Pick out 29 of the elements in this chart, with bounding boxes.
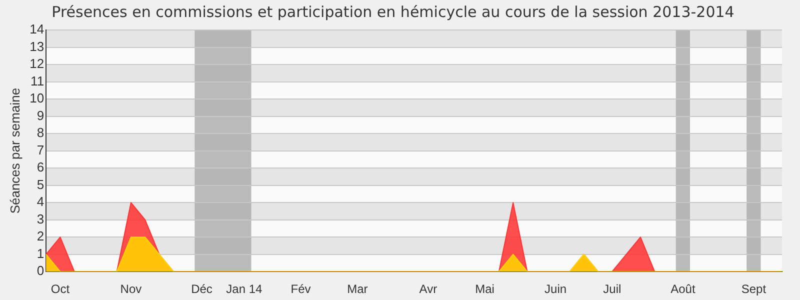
x-tick-label: Mai: [475, 282, 494, 296]
chart-title: Présences en commissions et participation en hémicycle au cours de la session 2013-2014: [52, 2, 734, 21]
x-tick-label: Juil: [603, 282, 622, 296]
y-tick-label: 0: [36, 263, 44, 278]
y-tick-label: 14: [30, 22, 44, 37]
y-tick-label: 11: [30, 73, 44, 88]
x-tick-label: Déc: [191, 282, 212, 296]
y-tick-label: 5: [36, 176, 44, 192]
y-tick-label: 4: [36, 194, 44, 210]
x-tick-label: Nov: [120, 282, 142, 296]
y-tick-label: 9: [36, 108, 44, 123]
y-tick-label: 1: [36, 246, 44, 261]
x-tick-label: Sept: [741, 282, 767, 296]
y-tick-label: 10: [30, 90, 44, 106]
y-tick-label: 12: [30, 56, 44, 72]
x-tick-label: Août: [670, 282, 696, 296]
x-tick-label: Mar: [347, 282, 368, 296]
y-tick-label: 3: [36, 211, 44, 226]
x-tick-label: Fév: [290, 282, 311, 296]
x-tick-label: Avr: [419, 282, 438, 296]
x-tick-label: Oct: [50, 282, 70, 296]
y-tick-label: 6: [36, 160, 44, 175]
y-tick-label: 13: [30, 38, 44, 54]
x-tick-label: Juin: [544, 282, 567, 296]
y-tick-label: 2: [36, 228, 44, 244]
y-tick-label: 7: [36, 142, 44, 158]
x-tick-label: Jan 14: [226, 282, 263, 296]
y-axis-title: Séances par semaine: [7, 88, 22, 214]
y-tick-label: 8: [36, 125, 44, 140]
